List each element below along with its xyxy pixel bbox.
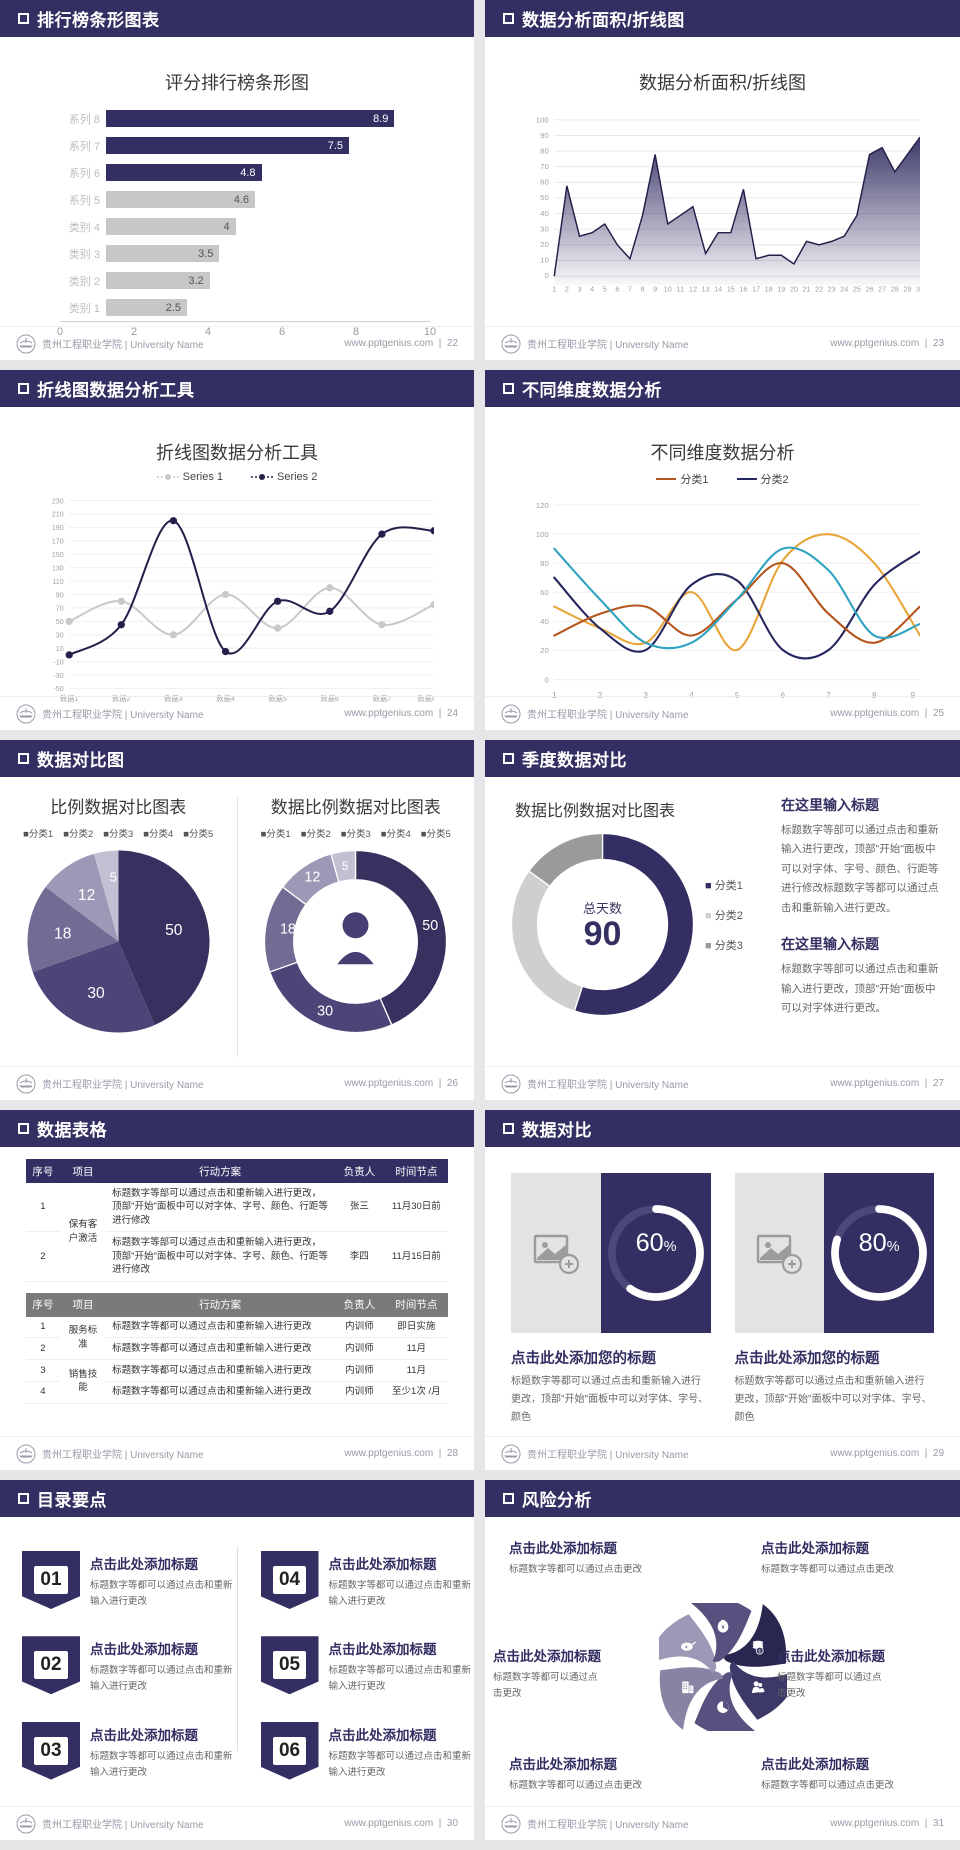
svg-text:6: 6 (615, 285, 619, 294)
svg-text:18: 18 (54, 925, 71, 942)
svg-text:21: 21 (802, 285, 810, 294)
svg-text:100: 100 (536, 116, 550, 125)
svg-text:25: 25 (853, 285, 861, 294)
svg-text:40: 40 (540, 617, 549, 626)
svg-text:26: 26 (865, 285, 873, 294)
svg-text:14: 14 (714, 285, 722, 294)
svg-text:¥: ¥ (721, 1625, 724, 1631)
svg-text:12: 12 (305, 870, 321, 886)
svg-text:19: 19 (777, 285, 785, 294)
svg-text:10: 10 (664, 285, 672, 294)
svg-text:7: 7 (628, 285, 632, 294)
svg-text:12: 12 (689, 285, 697, 294)
svg-text:170: 170 (52, 538, 64, 546)
svg-text:24: 24 (840, 285, 848, 294)
svg-text:150: 150 (52, 551, 64, 559)
svg-text:20: 20 (540, 646, 549, 655)
svg-text:23: 23 (828, 285, 836, 294)
svg-text:60: 60 (540, 588, 549, 597)
svg-text:30: 30 (540, 224, 549, 233)
svg-text:11: 11 (677, 285, 685, 294)
svg-text:80: 80 (540, 559, 549, 568)
svg-text:50: 50 (165, 922, 183, 939)
svg-text:1: 1 (552, 285, 556, 294)
svg-text:10: 10 (56, 645, 64, 653)
svg-text:40: 40 (540, 209, 549, 218)
svg-text:0: 0 (544, 271, 549, 280)
svg-text:13: 13 (702, 285, 710, 294)
svg-text:2: 2 (565, 285, 569, 294)
svg-text:70: 70 (56, 605, 64, 613)
svg-text:¥: ¥ (685, 1644, 688, 1649)
svg-text:80: 80 (540, 147, 549, 156)
svg-text:110: 110 (52, 578, 63, 586)
svg-text:4: 4 (590, 285, 594, 294)
svg-text:8: 8 (641, 285, 645, 294)
svg-text:100: 100 (536, 530, 550, 539)
svg-text:120: 120 (536, 501, 550, 510)
svg-text:5: 5 (342, 860, 349, 873)
svg-text:-50: -50 (53, 685, 63, 693)
svg-text:18: 18 (280, 922, 296, 938)
svg-text:28: 28 (891, 285, 899, 294)
svg-text:90: 90 (56, 591, 64, 599)
svg-text:50: 50 (423, 918, 439, 934)
svg-text:9: 9 (653, 285, 657, 294)
svg-text:20: 20 (540, 240, 549, 249)
svg-text:130: 130 (52, 564, 64, 572)
svg-text:27: 27 (878, 285, 886, 294)
svg-text:-10: -10 (53, 658, 63, 666)
svg-text:20: 20 (790, 285, 798, 294)
svg-text:29: 29 (903, 285, 911, 294)
svg-text:30: 30 (916, 285, 920, 294)
svg-text:18: 18 (765, 285, 773, 294)
svg-text:60%: 60% (635, 1229, 676, 1257)
svg-text:60: 60 (540, 178, 549, 187)
svg-text:30: 30 (87, 985, 105, 1002)
svg-text:15: 15 (727, 285, 735, 294)
svg-text:22: 22 (815, 285, 823, 294)
svg-text:10: 10 (540, 255, 549, 264)
svg-text:90: 90 (540, 131, 549, 140)
svg-text:80%: 80% (859, 1229, 900, 1257)
svg-text:-30: -30 (53, 672, 63, 680)
svg-text:190: 190 (52, 524, 64, 532)
svg-text:0: 0 (544, 675, 549, 684)
svg-text:30: 30 (56, 631, 64, 639)
svg-text:30: 30 (317, 1004, 333, 1020)
svg-text:210: 210 (52, 511, 64, 519)
svg-text:5: 5 (109, 870, 116, 885)
svg-text:230: 230 (52, 497, 64, 505)
svg-text:50: 50 (56, 618, 64, 626)
svg-text:5: 5 (603, 285, 607, 294)
svg-text:70: 70 (540, 162, 549, 171)
svg-text:16: 16 (739, 285, 747, 294)
svg-text:3: 3 (577, 285, 581, 294)
svg-text:12: 12 (78, 887, 95, 904)
svg-text:17: 17 (752, 285, 760, 294)
svg-text:50: 50 (540, 193, 549, 202)
